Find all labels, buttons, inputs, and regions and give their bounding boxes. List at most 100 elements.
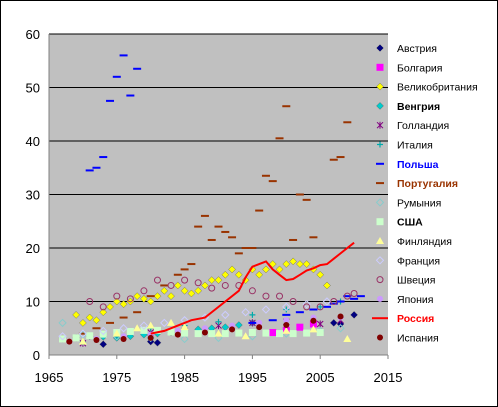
data-point bbox=[336, 324, 345, 333]
data-point bbox=[133, 324, 142, 332]
data-point bbox=[276, 330, 284, 338]
legend-item-великобритания: Великобритания bbox=[376, 82, 478, 94]
data-point bbox=[167, 292, 175, 300]
data-point bbox=[133, 292, 141, 300]
legend-marker bbox=[377, 334, 383, 341]
data-point bbox=[303, 303, 311, 311]
legend-label: Австрия bbox=[397, 43, 437, 55]
data-point bbox=[275, 265, 284, 274]
legend-marker bbox=[376, 276, 384, 284]
series-испания bbox=[66, 313, 344, 345]
data-point bbox=[139, 321, 149, 330]
x-tick-label: 2005 bbox=[306, 370, 335, 385]
data-point bbox=[302, 299, 311, 309]
data-point bbox=[283, 317, 290, 324]
legend-label: Польша bbox=[397, 159, 439, 171]
data-point bbox=[283, 322, 290, 329]
legend-item-испания: Испания bbox=[377, 333, 439, 345]
data-point bbox=[99, 308, 108, 316]
data-point bbox=[329, 319, 338, 327]
data-point bbox=[66, 338, 73, 345]
data-point bbox=[282, 260, 291, 268]
legend-marker bbox=[377, 295, 383, 302]
data-point bbox=[214, 333, 223, 343]
legend-label: Румыния bbox=[397, 197, 441, 209]
data-point bbox=[282, 302, 291, 312]
data-point bbox=[93, 337, 100, 344]
x-tick-label: 1985 bbox=[170, 370, 199, 385]
data-point bbox=[249, 311, 256, 318]
data-point bbox=[99, 326, 108, 336]
series-россия bbox=[150, 241, 355, 335]
data-point bbox=[140, 295, 148, 303]
x-tick-label: 1975 bbox=[102, 370, 131, 385]
data-point bbox=[330, 298, 338, 305]
data-point bbox=[235, 321, 243, 329]
legend-marker bbox=[376, 237, 384, 244]
data-point bbox=[302, 260, 311, 268]
legend-item-сша: США bbox=[376, 217, 423, 229]
data-point bbox=[241, 307, 250, 317]
data-point bbox=[207, 276, 216, 284]
data-point bbox=[85, 313, 94, 322]
data-point bbox=[140, 326, 148, 334]
legend-marker bbox=[376, 82, 384, 91]
data-point bbox=[317, 303, 324, 310]
data-point bbox=[167, 318, 176, 326]
data-point bbox=[228, 265, 236, 274]
legend-item-голландия: Голландия bbox=[376, 120, 449, 132]
y-tick-label: 10 bbox=[26, 295, 40, 310]
data-point bbox=[289, 257, 297, 266]
y-tick-label: 60 bbox=[26, 27, 40, 42]
series-финляндия bbox=[78, 318, 352, 345]
data-point bbox=[221, 330, 229, 338]
legend-item-франция: Франция bbox=[375, 255, 440, 267]
data-point bbox=[180, 323, 189, 331]
legend-marker bbox=[375, 198, 385, 207]
data-point bbox=[194, 279, 202, 287]
data-point bbox=[208, 330, 216, 338]
series-франция bbox=[58, 297, 332, 341]
data-point bbox=[174, 281, 182, 290]
data-point bbox=[261, 305, 271, 314]
data-point bbox=[167, 281, 175, 289]
legend-item-италия: Италия bbox=[377, 140, 433, 152]
data-point bbox=[235, 329, 243, 337]
data-point bbox=[350, 289, 358, 297]
data-point bbox=[337, 313, 344, 320]
y-tick-label: 50 bbox=[26, 81, 40, 96]
legend-item-португалия: Португалия bbox=[376, 178, 458, 190]
legend-item-румыния: Румыния bbox=[375, 197, 441, 209]
legend-label: Испания bbox=[397, 333, 439, 345]
data-point bbox=[343, 334, 352, 342]
data-point bbox=[269, 329, 277, 337]
data-point bbox=[296, 323, 304, 331]
data-point bbox=[255, 270, 263, 279]
data-point bbox=[167, 328, 175, 336]
y-tick-label: 40 bbox=[26, 134, 40, 149]
data-point bbox=[201, 329, 208, 336]
legend-label: Финляндия bbox=[397, 236, 452, 248]
data-point bbox=[147, 334, 154, 341]
data-point bbox=[187, 289, 196, 298]
legend-label: Венгрия bbox=[397, 101, 440, 113]
data-point bbox=[323, 281, 331, 290]
data-point bbox=[72, 334, 80, 342]
y-tick-label: 30 bbox=[26, 188, 40, 203]
data-point bbox=[153, 276, 161, 284]
data-point bbox=[194, 330, 202, 338]
data-point bbox=[180, 334, 189, 344]
legend-item-япония: Япония bbox=[377, 294, 433, 306]
data-point bbox=[214, 329, 223, 337]
data-point bbox=[146, 321, 155, 329]
data-point bbox=[221, 281, 229, 289]
data-point bbox=[160, 318, 169, 328]
data-point bbox=[282, 326, 291, 334]
data-point bbox=[92, 316, 101, 325]
legend-marker bbox=[376, 63, 384, 71]
data-point bbox=[343, 292, 351, 300]
data-point bbox=[119, 324, 128, 333]
data-point bbox=[181, 329, 189, 337]
legend-label: США bbox=[397, 217, 423, 229]
